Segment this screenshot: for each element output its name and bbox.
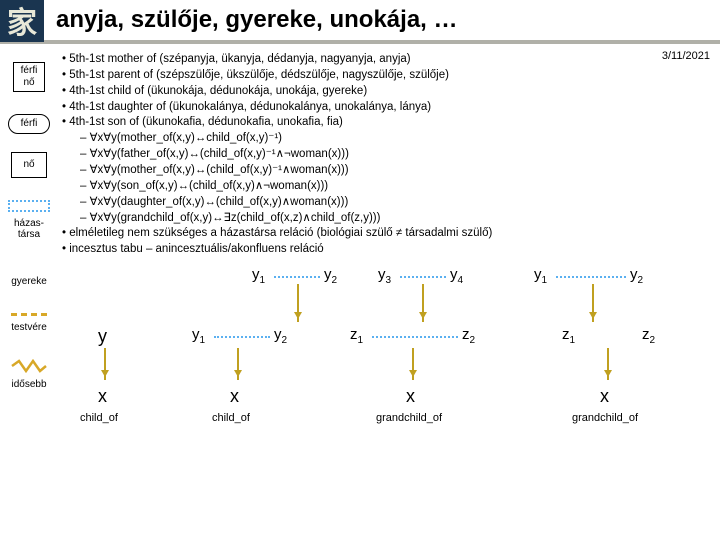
node-z2b: z2 — [642, 326, 655, 346]
cap-3: grandchild_of — [376, 412, 442, 424]
bullet-4: 4th-1st daughter of (ükunokalánya, dédun… — [62, 100, 714, 116]
node-y2a: y2 — [324, 266, 337, 286]
bullet-6: elméletileg nem szükséges a házastársa r… — [62, 226, 714, 242]
legend-no: nő — [11, 152, 47, 178]
bullet-3: 4th-1st child of (ükunokája, dédunokája,… — [62, 84, 714, 100]
node-x4: x — [600, 386, 609, 407]
legend-sidebar: férfi nő férfi nő házas- társa gyereke t… — [0, 44, 58, 522]
node-y1c: y1 — [192, 326, 205, 346]
sub-1: – ∀x∀y(mother_of(x,y)↔child_of(x,y)⁻¹) — [80, 131, 714, 147]
bullet-7: incesztus tabu – anincesztuális/akonflue… — [62, 242, 714, 258]
node-x2: x — [230, 386, 239, 407]
bullet-1: 5th-1st mother of (szépanyja, ükanyja, d… — [62, 52, 714, 68]
arrow-7 — [607, 348, 609, 380]
legend-dotted-icon — [8, 200, 50, 212]
sub-5: – ∀x∀y(daughter_of(x,y)↔(child_of(x,y)∧w… — [80, 195, 714, 211]
kanji-box: 家 — [0, 0, 44, 42]
node-y2b: y2 — [630, 266, 643, 286]
node-y4a: y4 — [450, 266, 463, 286]
date: 3/11/2021 — [662, 50, 710, 62]
node-y: y — [98, 326, 107, 347]
arrow-6 — [412, 348, 414, 380]
legend-ferfi: férfi — [8, 114, 50, 134]
node-y2c: y2 — [274, 326, 287, 346]
diagram: y1 y2 y3 y4 y1 y2 y y1 y2 z1 z2 z1 z2 — [62, 262, 714, 522]
arrow-5 — [237, 348, 239, 380]
bullet-list: 5th-1st mother of (szépanyja, ükanyja, d… — [62, 52, 714, 258]
arrow-2 — [422, 284, 424, 322]
sub-4: – ∀x∀y(son_of(x,y)↔(child_of(x,y)∧¬woman… — [80, 179, 714, 195]
node-x3: x — [406, 386, 415, 407]
cap-1: child_of — [80, 412, 118, 424]
bullet-5: 4th-1st son of (ükunokafia, dédunokafia,… — [62, 115, 714, 131]
dline-4 — [214, 336, 270, 338]
main-content: 3/11/2021 5th-1st mother of (szépanyja, … — [58, 44, 720, 522]
dline-3 — [556, 276, 626, 278]
legend-idosebb: idősebb — [11, 379, 46, 390]
arrow-4 — [104, 348, 106, 380]
kanji-icon: 家 — [7, 0, 37, 42]
header: 家 anyja, szülője, gyereke, unokája, … — [0, 0, 720, 44]
legend-gyereke: gyereke — [11, 276, 47, 287]
arrow-3 — [592, 284, 594, 322]
dline-1 — [274, 276, 320, 278]
page-title: anyja, szülője, gyereke, unokája, … — [56, 6, 458, 34]
cap-2: child_of — [212, 412, 250, 424]
cap-4: grandchild_of — [572, 412, 638, 424]
legend-ferfi-no: férfi nő — [13, 62, 45, 92]
node-z2a: z2 — [462, 326, 475, 346]
bullet-2: 5th-1st parent of (szépszülője, ükszülőj… — [62, 68, 714, 84]
sub-3: – ∀x∀y(mother_of(x,y)↔(child_of(x,y)⁻¹∧w… — [80, 163, 714, 179]
node-y1b: y1 — [534, 266, 547, 286]
dline-2 — [400, 276, 446, 278]
legend-zigzag-icon — [11, 359, 47, 373]
node-x1: x — [98, 386, 107, 407]
sub-2: – ∀x∀y(father_of(x,y)↔(child_of(x,y)⁻¹∧¬… — [80, 147, 714, 163]
legend-hazastarsa: házas- társa — [14, 218, 44, 240]
legend-dash-icon — [11, 313, 47, 316]
node-z1a: z1 — [350, 326, 363, 346]
sub-6: – ∀x∀y(grandchild_of(x,y)↔∃z(child_of(x,… — [80, 211, 714, 227]
dline-5 — [372, 336, 458, 338]
node-z1b: z1 — [562, 326, 575, 346]
node-y1a: y1 — [252, 266, 265, 286]
arrow-1 — [297, 284, 299, 322]
legend-testvere: testvére — [11, 322, 47, 333]
node-y3a: y3 — [378, 266, 391, 286]
